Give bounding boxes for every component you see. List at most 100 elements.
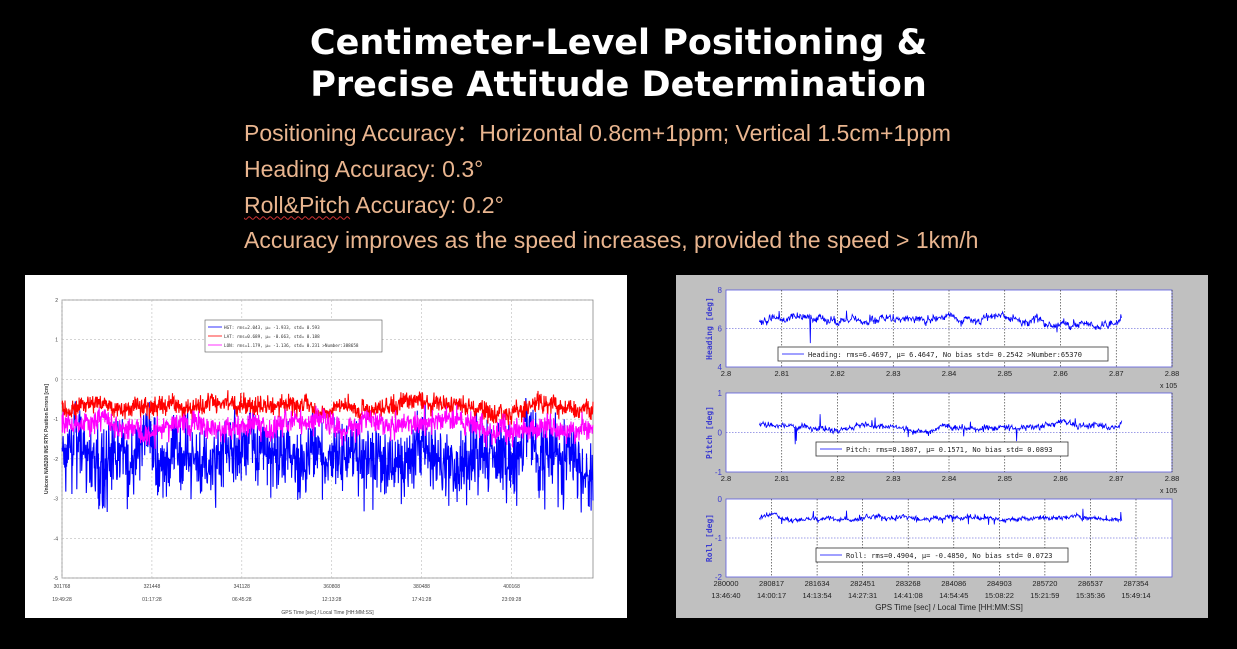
x-axis-label: GPS Time [sec] / Local Time [HH:MM:SS] — [875, 603, 1023, 612]
x-tick-label: 286537 — [1078, 579, 1103, 588]
spec-positioning: Positioning Accuracy：Horizontal 0.8cm+1p… — [244, 120, 951, 146]
x-tick-label: 2.8 — [721, 369, 731, 378]
x-tick-time-label: 13:46:40 — [711, 591, 740, 600]
spec-heading: Heading Accuracy: 0.3° — [244, 155, 484, 182]
legend-entry: Pitch: rms=0.1807, μ= 0.1571, No bias st… — [846, 446, 1053, 454]
y-tick-label: 0 — [718, 495, 723, 504]
x-tick-label: 280817 — [759, 579, 784, 588]
x-tick-label: 2.83 — [886, 474, 901, 483]
x-tick-label: 2.8 — [721, 474, 731, 483]
x-tick-label: 280000 — [713, 579, 738, 588]
title-line-1: Centimeter-Level Positioning & — [309, 23, 928, 63]
x-tick-label: 2.81 — [774, 474, 789, 483]
position-error-chart: 2 1 0 -1 -2 -3 -4 -5 301768 19:49:28 321448 01:17:2… — [25, 275, 627, 618]
position-error-plot: 2 1 0 -1 -2 -3 -4 -5 301768 19:49:28 321448 01:17:2… — [44, 298, 594, 616]
x-tick-label: 2.82 — [830, 474, 845, 483]
x-tick-time-label: 15:49:14 — [1121, 591, 1150, 600]
x-tick-label: 2.85 — [997, 474, 1012, 483]
y-tick-label: 0 — [718, 429, 723, 438]
y-axis-label: Unicore NAB200 INS RTK Position Errors [… — [44, 384, 50, 494]
x-tick-label: 281634 — [805, 579, 830, 588]
attitude-error-chart: 8 6 4 2.8 2.81 2.82 2.83 2.84 2.85 2.86 2.87 2.88 x … — [676, 275, 1208, 618]
y-axis-label: Roll [deg] — [705, 514, 714, 562]
panel-heading: 8 6 42.8 2.81 2.82 2.83 2.84 2.85 2.86 2.87 2.88 x … — [704, 286, 1179, 390]
x-tick-label: 2.84 — [942, 474, 957, 483]
y-axis-label: Heading [deg] — [704, 297, 714, 360]
series-line-roll — [759, 508, 1123, 525]
slide-title: Centimeter-Level Positioning & Precise A… — [0, 22, 1237, 106]
series-line-heading — [759, 310, 1123, 344]
series-line-pitch — [759, 414, 1123, 445]
y-tick-label: 1 — [55, 338, 58, 344]
x-axis-label: GPS Time [sec] / Local Time [HH:MM:SS] — [281, 610, 374, 616]
x-tick-time-label: 06:45:28 — [232, 597, 252, 603]
x-tick-label: 2.87 — [1109, 474, 1124, 483]
legend-box — [777, 346, 1109, 362]
accuracy-spec-list: Positioning Accuracy：Horizontal 0.8cm+1p… — [244, 116, 978, 259]
x-tick-time-label: 15:35:36 — [1076, 591, 1105, 600]
x-exponent-label: x 105 — [1160, 383, 1177, 390]
legend-box — [815, 547, 1069, 563]
legend-entry-hgt: HGT: rms=2.043, μ= -1.933, std= 0.593 — [224, 325, 320, 331]
y-tick-label: -1 — [715, 534, 723, 543]
x-tick-label: 301768 — [54, 584, 71, 590]
x-tick-time-label: 14:27:31 — [848, 591, 877, 600]
x-tick-label: 282451 — [850, 579, 875, 588]
y-tick-label: 4 — [718, 363, 723, 372]
x-tick-time-label: 01:17:28 — [142, 597, 162, 603]
x-tick-label: 2.86 — [1053, 369, 1068, 378]
legend-box — [815, 441, 1069, 457]
x-tick-time-label: 15:08:22 — [985, 591, 1014, 600]
y-tick-label: -4 — [54, 536, 59, 542]
y-tick-label: 0 — [55, 377, 58, 383]
legend-entry-lat: LAT: rms=0.689, μ= -0.663, std= 0.188 — [224, 334, 320, 340]
y-tick-label: 6 — [718, 325, 723, 334]
x-tick-label: 283268 — [896, 579, 921, 588]
legend-entry-lon: LON: rms=1.179, μ= -1.136, std= 0.231 >N… — [224, 343, 359, 349]
y-tick-label: -1 — [715, 468, 723, 477]
x-tick-label: 2.83 — [886, 369, 901, 378]
y-tick-label: 8 — [718, 286, 723, 295]
x-tick-label: 400168 — [503, 584, 520, 590]
y-axis-label: Pitch [deg] — [704, 406, 714, 459]
x-tick-label: 2.82 — [830, 369, 845, 378]
x-tick-label: 2.84 — [942, 369, 957, 378]
y-tick-label: -3 — [54, 497, 59, 503]
y-tick-label: -2 — [715, 573, 723, 582]
legend-entry: Heading: rms=6.4697, μ= 6.4647, No bias … — [808, 351, 1082, 359]
x-tick-label: 285720 — [1032, 579, 1057, 588]
x-tick-label: 284903 — [987, 579, 1012, 588]
series-line-hgt — [61, 397, 594, 513]
title-line-2: Precise Attitude Determination — [310, 65, 927, 105]
x-tick-label: 2.87 — [1109, 369, 1124, 378]
x-tick-time-label: 14:54:45 — [939, 591, 968, 600]
x-tick-time-label: 17:41:28 — [412, 597, 432, 603]
x-tick-label: 2.88 — [1165, 369, 1180, 378]
spec-roll-pitch: Roll&Pitch Accuracy: 0.2° — [244, 191, 504, 218]
y-tick-label: 1 — [718, 389, 723, 398]
x-tick-label: 2.86 — [1053, 474, 1068, 483]
x-tick-time-label: 12:13:28 — [322, 597, 342, 603]
y-tick-label: -2 — [54, 457, 59, 463]
x-tick-label: 2.85 — [997, 369, 1012, 378]
x-tick-time-label: 15:21:59 — [1030, 591, 1059, 600]
panel-pitch: 1 0 -12.8 2.81 2.82 2.83 2.84 2.85 2.86 2.87 2.88 x… — [704, 389, 1179, 495]
legend-entry: Roll: rms=0.4904, μ= -0.4850, No bias st… — [846, 552, 1053, 560]
x-tick-label: 341128 — [234, 584, 251, 590]
y-tick-label: 2 — [55, 298, 58, 304]
x-tick-label: 360808 — [323, 584, 340, 590]
y-tick-label: -1 — [54, 417, 59, 423]
x-tick-label: 2.88 — [1165, 474, 1180, 483]
x-tick-label: 287354 — [1123, 579, 1148, 588]
x-tick-time-label: 23:09:28 — [502, 597, 522, 603]
x-tick-label: 321448 — [144, 584, 161, 590]
x-tick-time-label: 14:41:08 — [894, 591, 923, 600]
x-tick-label: 284086 — [941, 579, 966, 588]
legend: HGT: rms=2.043, μ= -1.933, std= 0.593 LAT… — [204, 319, 383, 353]
spec-speed: Accuracy improves as the speed increases… — [244, 227, 979, 254]
x-tick-label: 2.81 — [774, 369, 789, 378]
x-tick-time-label: 14:13:54 — [802, 591, 831, 600]
series-line-lon — [61, 404, 594, 449]
